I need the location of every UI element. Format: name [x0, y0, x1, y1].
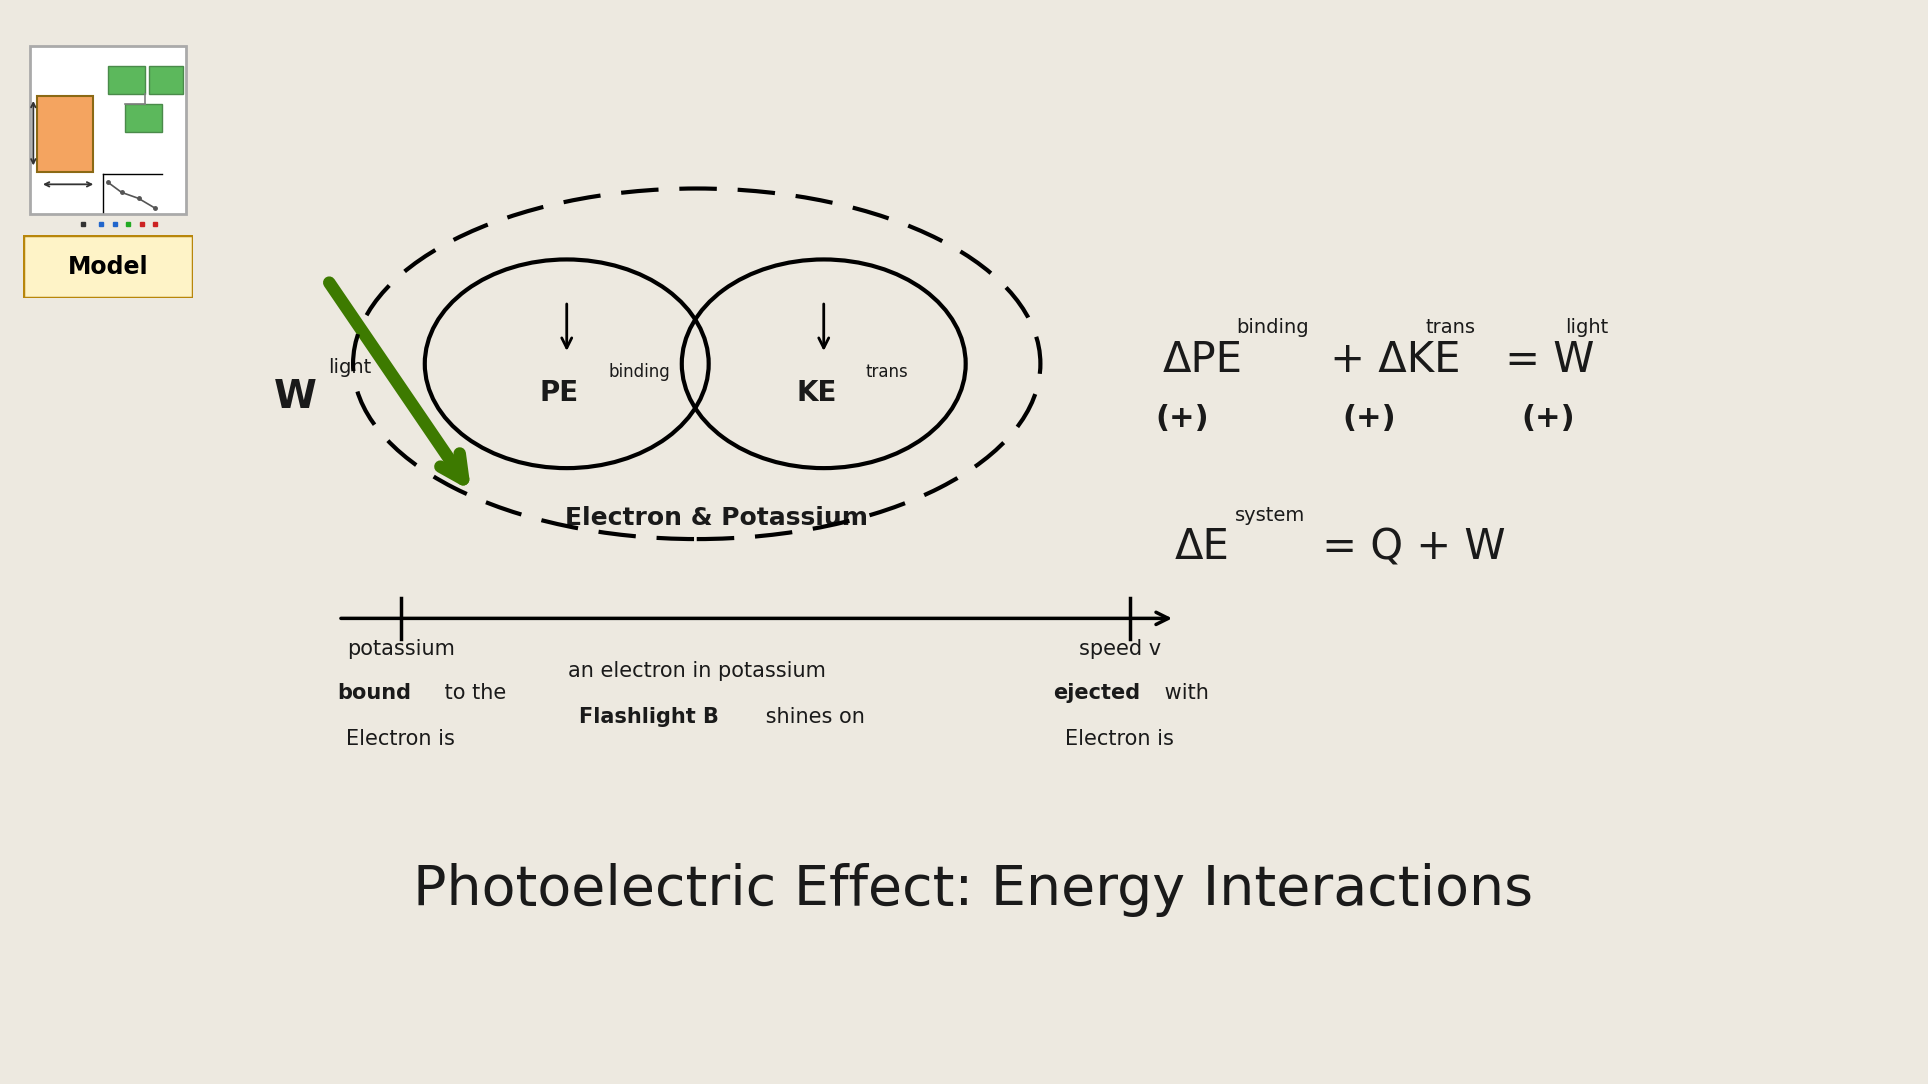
Text: Flashlight B: Flashlight B — [578, 707, 719, 727]
Text: (+): (+) — [1155, 403, 1209, 433]
FancyBboxPatch shape — [37, 96, 93, 172]
Text: bound: bound — [337, 684, 411, 704]
Text: binding: binding — [1236, 319, 1309, 337]
Text: + ΔKE: + ΔKE — [1317, 338, 1459, 380]
Text: (+): (+) — [1521, 403, 1575, 433]
Text: W: W — [274, 378, 316, 416]
Text: light: light — [1566, 319, 1608, 337]
FancyBboxPatch shape — [23, 235, 193, 298]
Text: to the: to the — [438, 684, 507, 704]
Text: with: with — [1159, 684, 1209, 704]
Text: (+): (+) — [1342, 403, 1396, 433]
FancyBboxPatch shape — [31, 46, 185, 215]
Text: Photoelectric Effect: Energy Interactions: Photoelectric Effect: Energy Interaction… — [413, 863, 1533, 917]
Text: binding: binding — [609, 363, 671, 382]
Text: shines on: shines on — [760, 707, 866, 727]
Text: ejected: ejected — [1053, 684, 1141, 704]
Text: speed v: speed v — [1078, 640, 1161, 659]
Text: Electron is: Electron is — [1064, 730, 1174, 749]
Text: ΔE: ΔE — [1174, 527, 1230, 568]
Text: Electron & Potassium: Electron & Potassium — [565, 506, 868, 530]
FancyBboxPatch shape — [148, 66, 183, 94]
Text: an electron in potassium: an electron in potassium — [567, 661, 825, 681]
Text: system: system — [1234, 506, 1305, 526]
FancyBboxPatch shape — [125, 104, 162, 132]
Text: PE: PE — [540, 379, 578, 406]
Text: = W: = W — [1492, 338, 1594, 380]
Text: Electron is: Electron is — [347, 730, 455, 749]
Text: = Q + W: = Q + W — [1309, 527, 1506, 568]
Text: light: light — [328, 359, 370, 377]
Text: trans: trans — [1427, 319, 1477, 337]
Text: potassium: potassium — [347, 640, 455, 659]
Text: ΔPE: ΔPE — [1163, 338, 1244, 380]
FancyBboxPatch shape — [108, 66, 145, 94]
Text: KE: KE — [796, 379, 837, 406]
Text: trans: trans — [866, 363, 908, 382]
Text: Model: Model — [67, 255, 148, 279]
